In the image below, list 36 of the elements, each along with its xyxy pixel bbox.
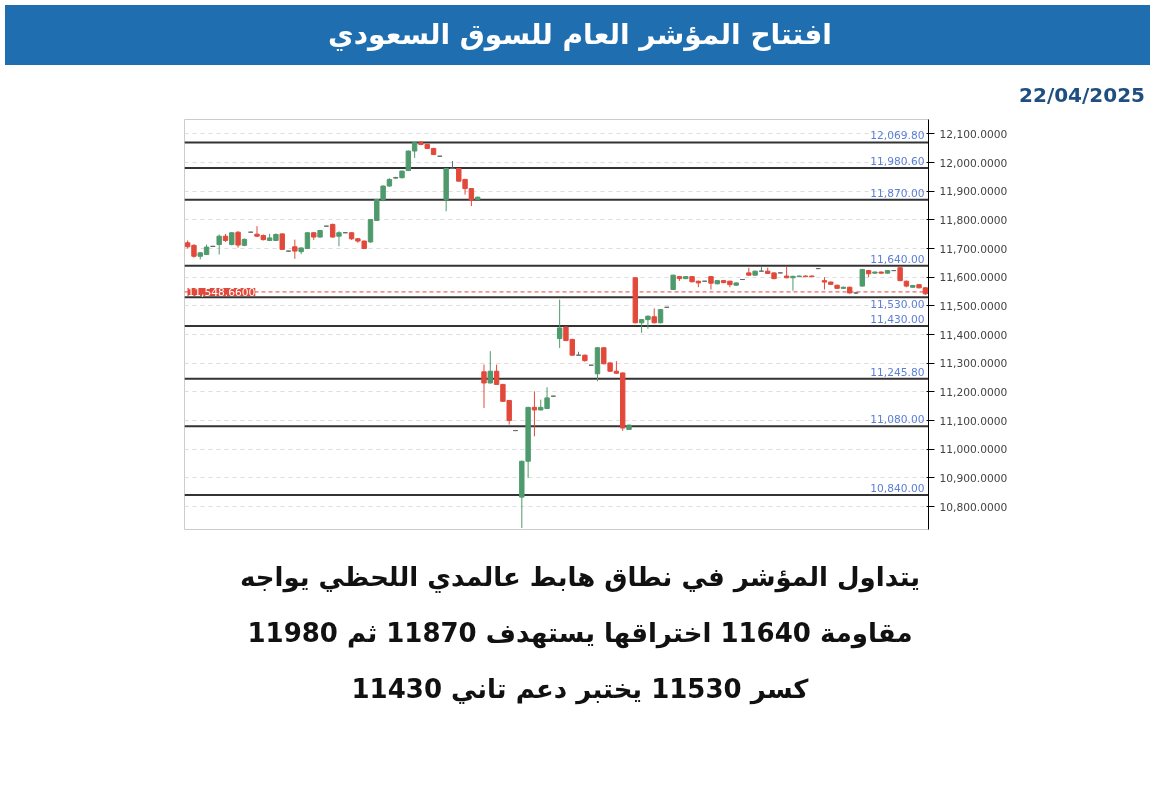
ref-line-label: 11,640.00	[870, 252, 925, 266]
y-tick-label: 12,000.0000	[939, 156, 1008, 170]
y-tick-label: 11,000.0000	[939, 443, 1008, 457]
text: كسر 11530 يختبر دعم تاني 11430	[351, 674, 809, 704]
y-tick-label: 11,400.0000	[939, 328, 1008, 342]
candlestick	[531, 390, 538, 437]
ref-line-label: 10,840.00	[870, 482, 925, 496]
text: 22/04/2025	[1019, 82, 1145, 109]
candlestick	[481, 364, 487, 409]
candlestick	[216, 233, 222, 256]
ref-line-label: 12,069.80	[870, 129, 925, 143]
ref-line-label: 11,530.00	[870, 298, 925, 312]
chart-title: افتتاح المؤشر العام للسوق السعودي	[328, 17, 832, 53]
y-tick-label: 11,500.0000	[939, 299, 1008, 313]
ref-line-label: 11,080.00	[870, 413, 925, 427]
y-tick-label: 12,100.0000	[939, 127, 1008, 141]
candlestick	[336, 230, 342, 247]
y-tick-label: 11,100.0000	[939, 414, 1008, 428]
ref-line-label: 11,980.60	[870, 155, 925, 169]
text: يتداول المؤشر في نطاق هابط عالمدي اللحظي يواجه	[239, 562, 921, 592]
y-tick-label: 11,300.0000	[939, 357, 1008, 371]
ref-line-label: 11,548.6600	[187, 285, 256, 299]
y-tick-label: 11,200.0000	[939, 385, 1008, 399]
ref-line-label: 11,430.00	[870, 312, 925, 326]
y-tick-label: 10,800.0000	[939, 500, 1008, 514]
y-tick-label: 10,900.0000	[939, 471, 1008, 485]
candlestick	[292, 239, 298, 260]
y-tick-label: 11,800.0000	[939, 213, 1008, 227]
y-tick-label: 11,600.0000	[939, 271, 1008, 285]
candlestick	[556, 299, 563, 349]
y-tick-label: 11,900.0000	[939, 185, 1008, 199]
ref-line-label: 11,245.80	[870, 365, 925, 379]
text: مقاومة 11640 اختراقها يستهدف 11870 ثم 11980	[247, 618, 913, 648]
y-tick-label: 11,700.0000	[939, 242, 1008, 256]
ref-line-label: 11,870.00	[870, 186, 925, 200]
candlestick	[487, 350, 493, 385]
